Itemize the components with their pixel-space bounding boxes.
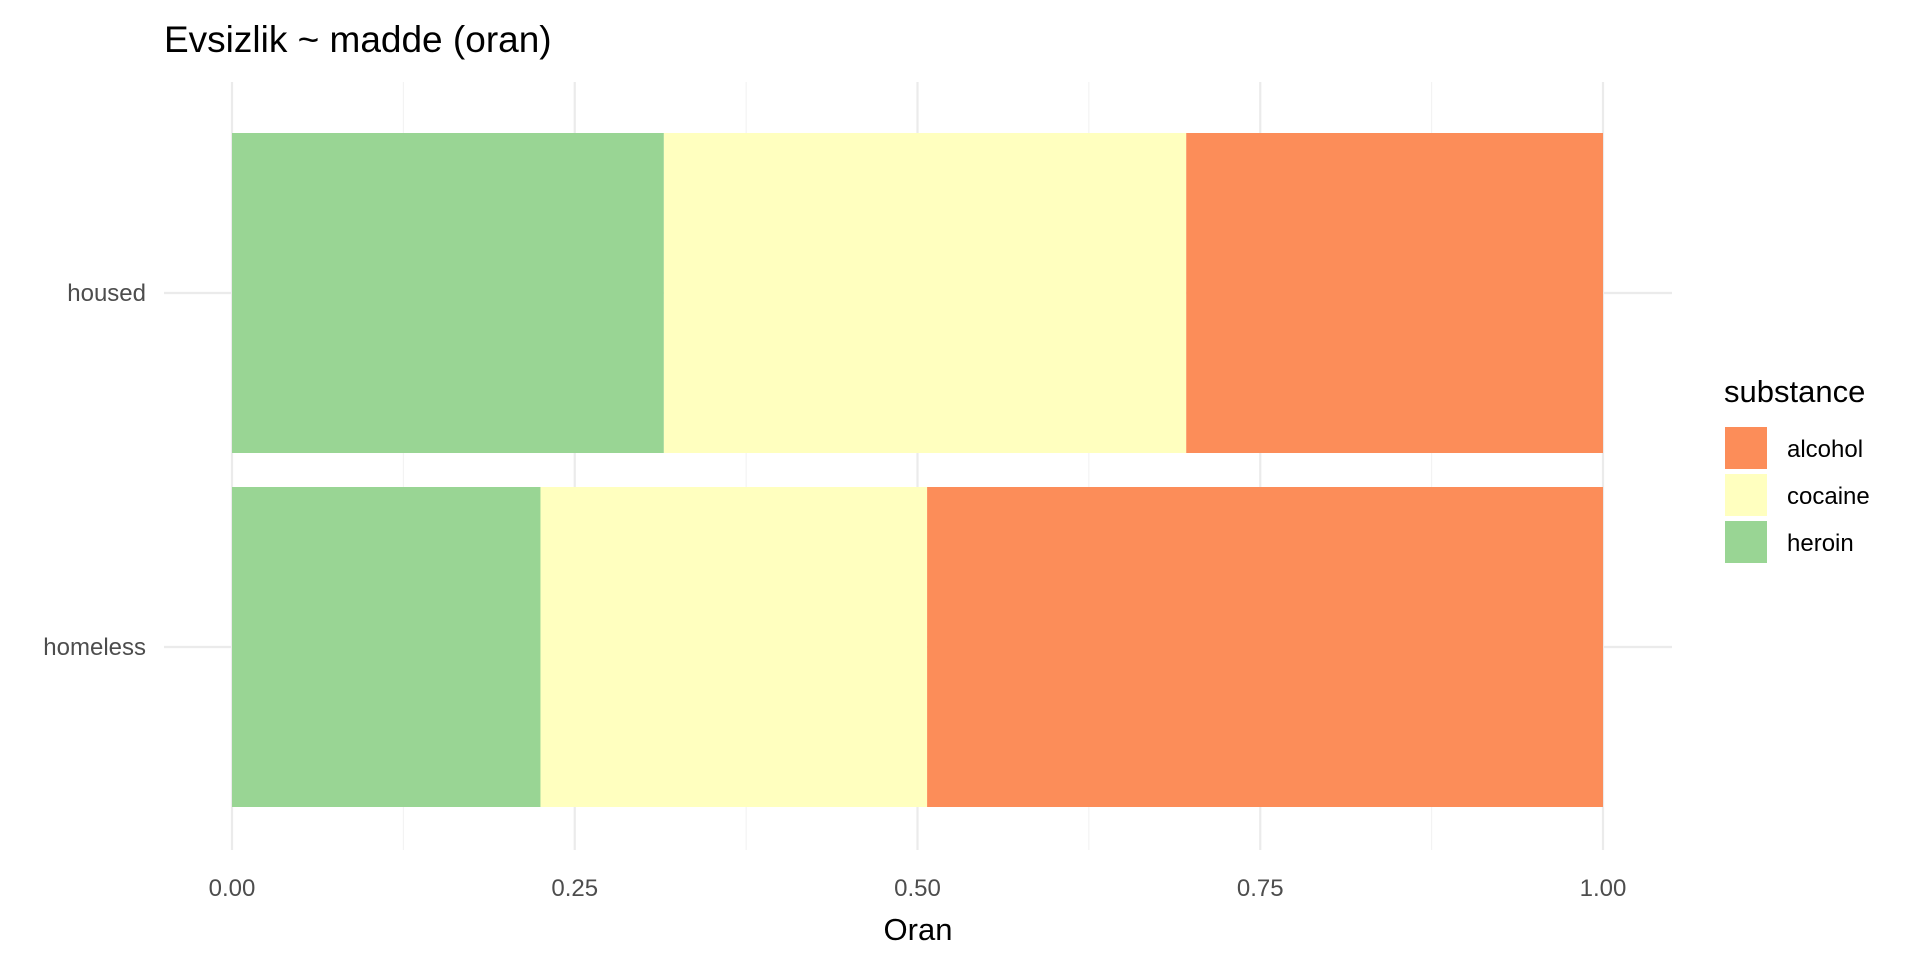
bars [232, 133, 1603, 807]
bar-housed-cocaine [663, 133, 1187, 453]
x-tick-label: 0.00 [209, 875, 256, 902]
legend-key-heroin [1725, 521, 1767, 563]
legend-label-heroin: heroin [1787, 530, 1854, 557]
x-axis: 0.00 0.25 0.50 0.75 1.00 [209, 875, 1627, 902]
bar-housed-alcohol [1186, 133, 1603, 453]
legend: substance alcohol cocaine heroin [1724, 374, 1870, 563]
legend-key-cocaine [1725, 474, 1767, 516]
x-tick-label: 0.25 [551, 875, 598, 902]
bar-homeless-cocaine [540, 487, 928, 807]
legend-title: substance [1724, 374, 1865, 409]
legend-label-alcohol: alcohol [1787, 436, 1863, 463]
x-axis-title: Oran [884, 912, 953, 947]
bar-housed-heroin [232, 133, 664, 453]
x-tick-label: 0.75 [1237, 875, 1284, 902]
legend-label-cocaine: cocaine [1787, 483, 1870, 510]
x-tick-label: 0.50 [894, 875, 941, 902]
y-axis: housed homeless [43, 280, 146, 661]
y-tick-label: homeless [43, 634, 146, 661]
bar-homeless-alcohol [927, 487, 1603, 807]
bar-homeless-heroin [232, 487, 541, 807]
legend-key-alcohol [1725, 427, 1767, 469]
y-tick-label: housed [67, 280, 146, 307]
chart-title: Evsizlik ~ madde (oran) [164, 19, 552, 60]
x-tick-label: 1.00 [1580, 875, 1627, 902]
